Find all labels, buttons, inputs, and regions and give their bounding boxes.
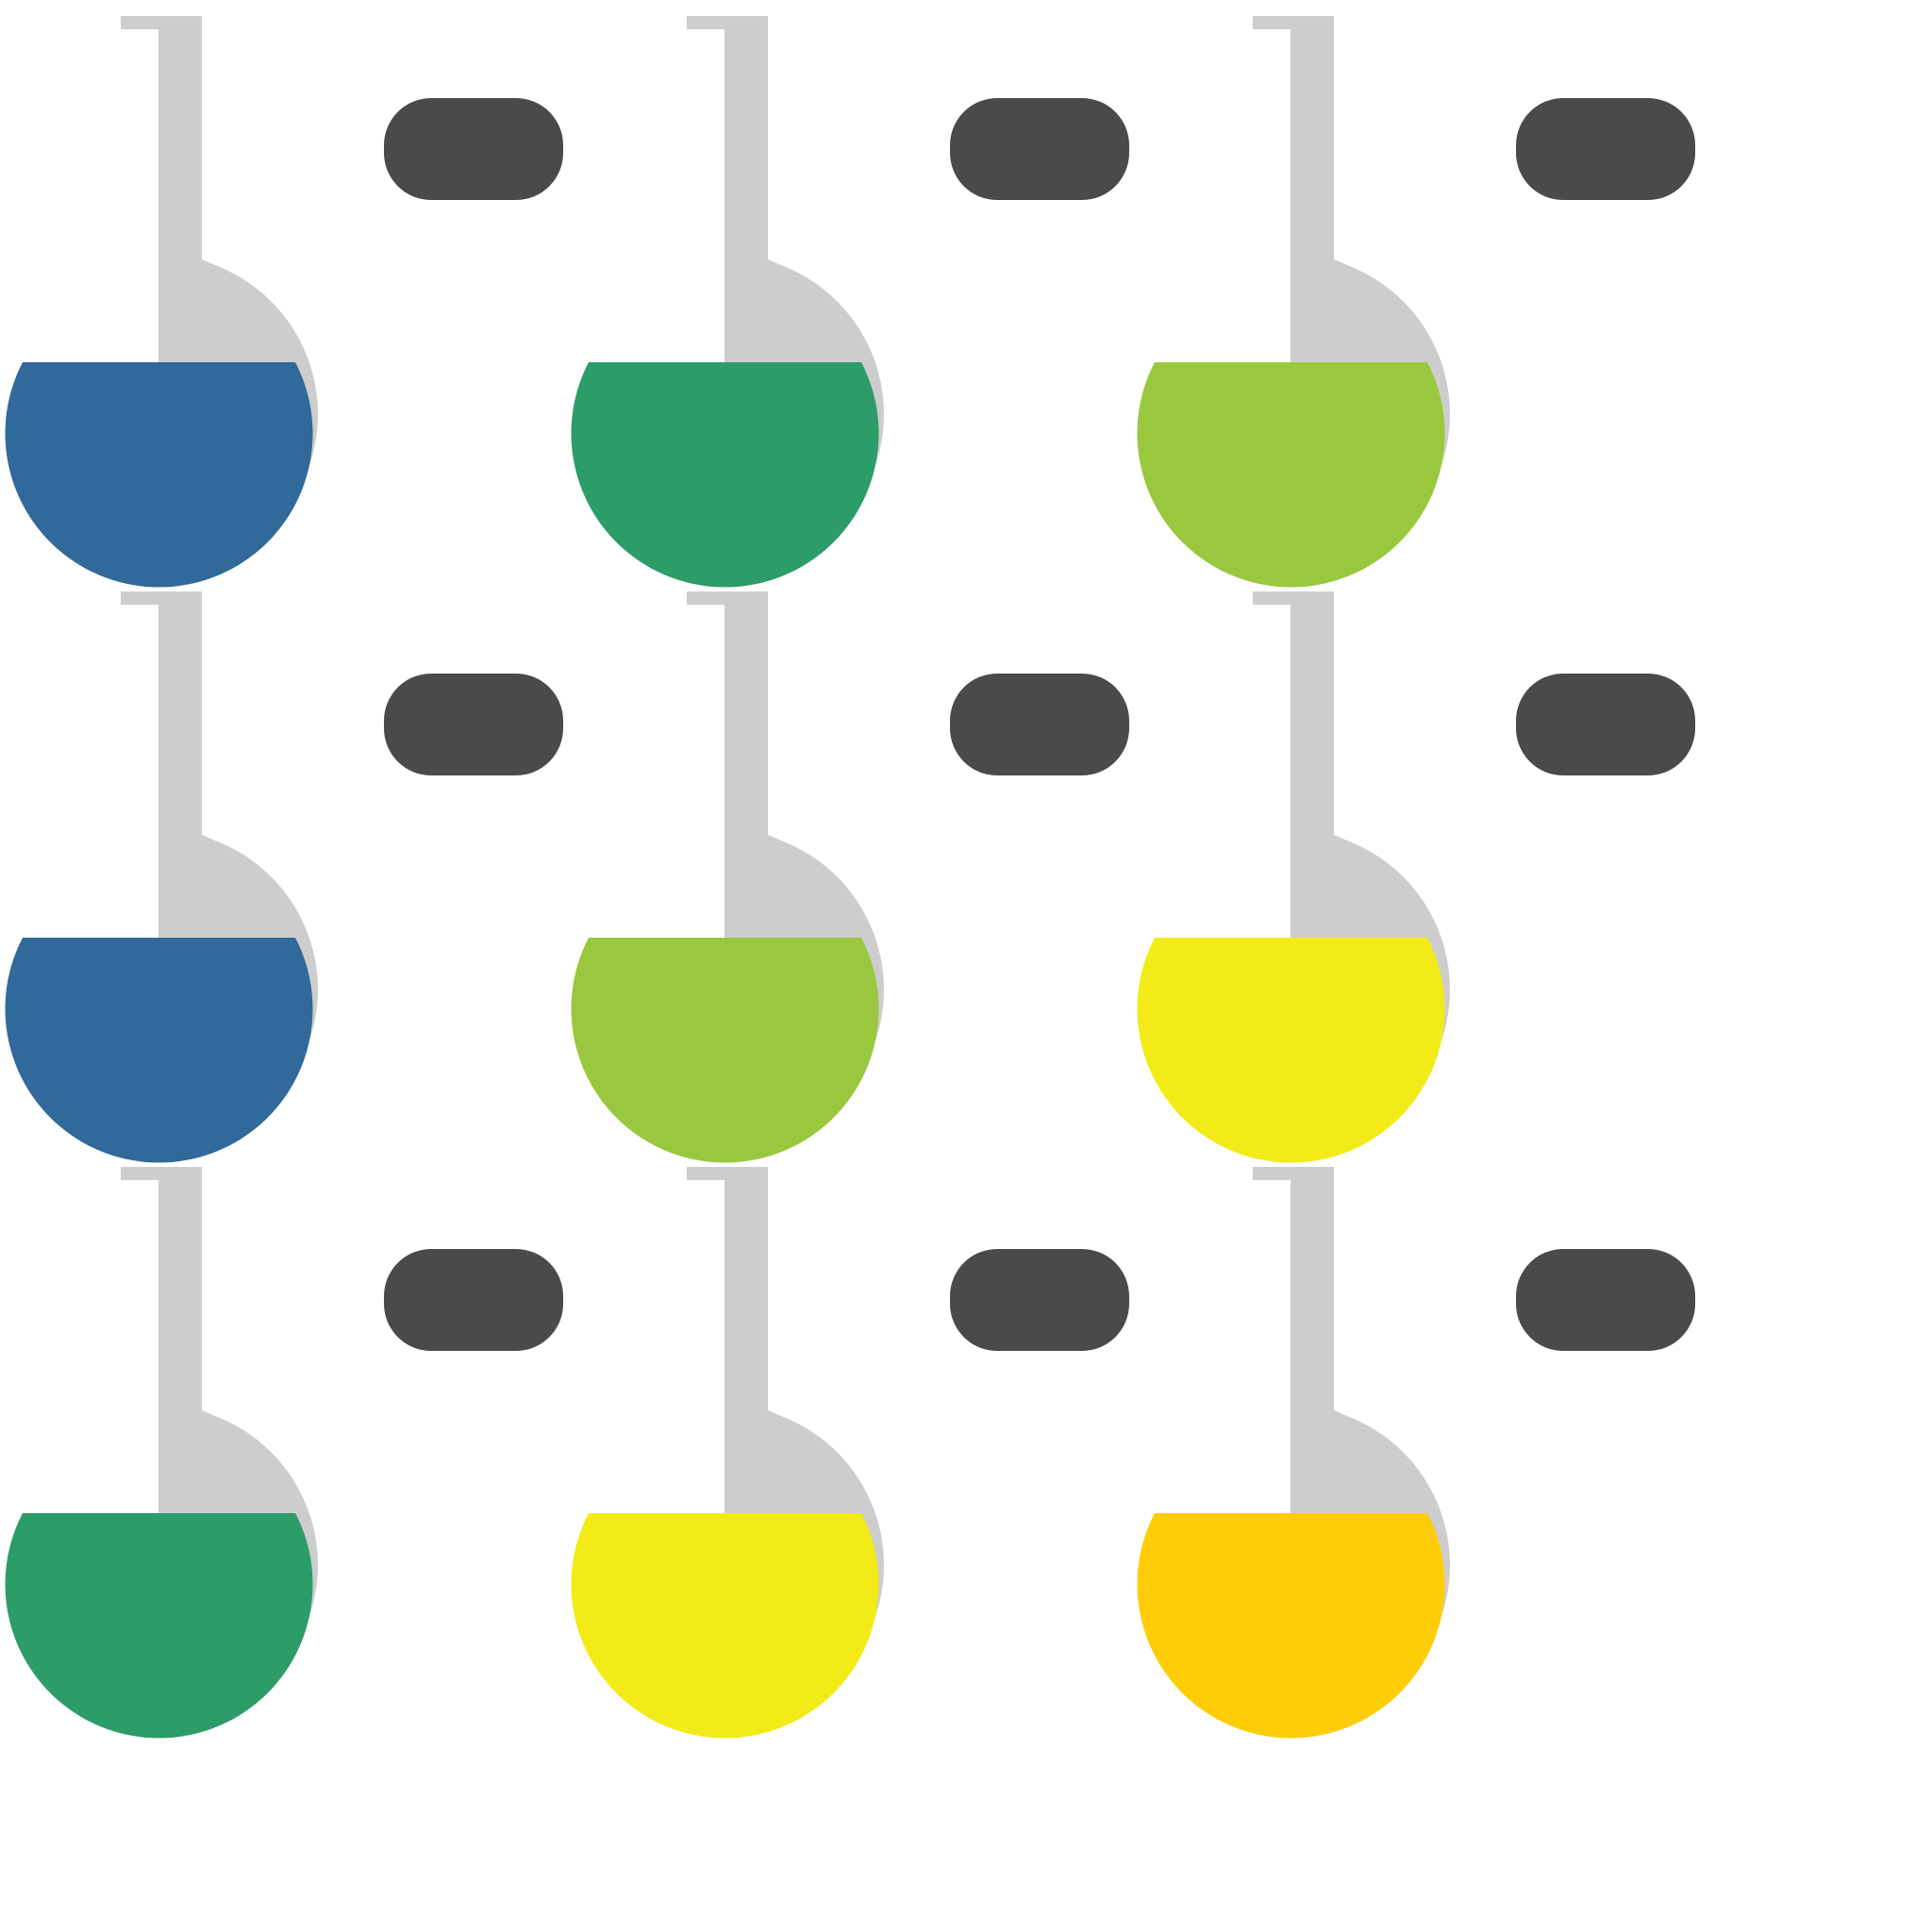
flask-liquid: [5, 1513, 313, 1739]
flask-cell: [1132, 1151, 1698, 1739]
flask-icon: [571, 16, 884, 588]
flask-cell: [566, 575, 1132, 1163]
flask-cell: [566, 1151, 1132, 1739]
flask-liquid: [1137, 938, 1445, 1163]
flask-liquid: [1137, 362, 1445, 588]
flask-cell: [1132, 0, 1698, 588]
flask-icon: [1137, 16, 1450, 588]
flask-liquid: [571, 1513, 879, 1739]
flask-liquid: [5, 938, 313, 1163]
flask-graphic: [1137, 591, 1695, 1163]
flask-icon: [5, 1167, 318, 1739]
flask-graphic: [1137, 16, 1695, 588]
flask-cell: [0, 575, 566, 1163]
pill-shape: [384, 674, 563, 775]
pill-shape: [1516, 674, 1695, 775]
flask-graphic: [571, 591, 1129, 1163]
flask-cell: [1132, 575, 1698, 1163]
flask-graphic: [571, 1167, 1129, 1739]
flask-liquid: [5, 362, 313, 588]
flask-graphic: [5, 16, 563, 588]
flask-liquid: [571, 362, 879, 588]
flask-cell: [566, 0, 1132, 588]
pill-shape: [950, 1249, 1129, 1351]
pill-shape: [1516, 98, 1695, 200]
flask-graphic: [571, 16, 1129, 588]
pill-shape: [384, 1249, 563, 1351]
flask-graphic: [5, 1167, 563, 1739]
pill-shape: [1516, 1249, 1695, 1351]
flask-cell: [0, 0, 566, 588]
flask-icon: [1137, 591, 1450, 1163]
flask-icon: [571, 1167, 884, 1739]
flask-cell: [0, 1151, 566, 1739]
flask-icon: [5, 16, 318, 588]
flask-icon: [1137, 1167, 1450, 1739]
pill-shape: [384, 98, 563, 200]
flask-icon: [571, 591, 884, 1163]
flask-graphic: [5, 591, 563, 1163]
pill-shape: [950, 674, 1129, 775]
pill-shape: [950, 98, 1129, 200]
flask-icon: [5, 591, 318, 1163]
flask-liquid: [571, 938, 879, 1163]
flask-graphic: [1137, 1167, 1695, 1739]
flask-liquid: [1137, 1513, 1445, 1739]
